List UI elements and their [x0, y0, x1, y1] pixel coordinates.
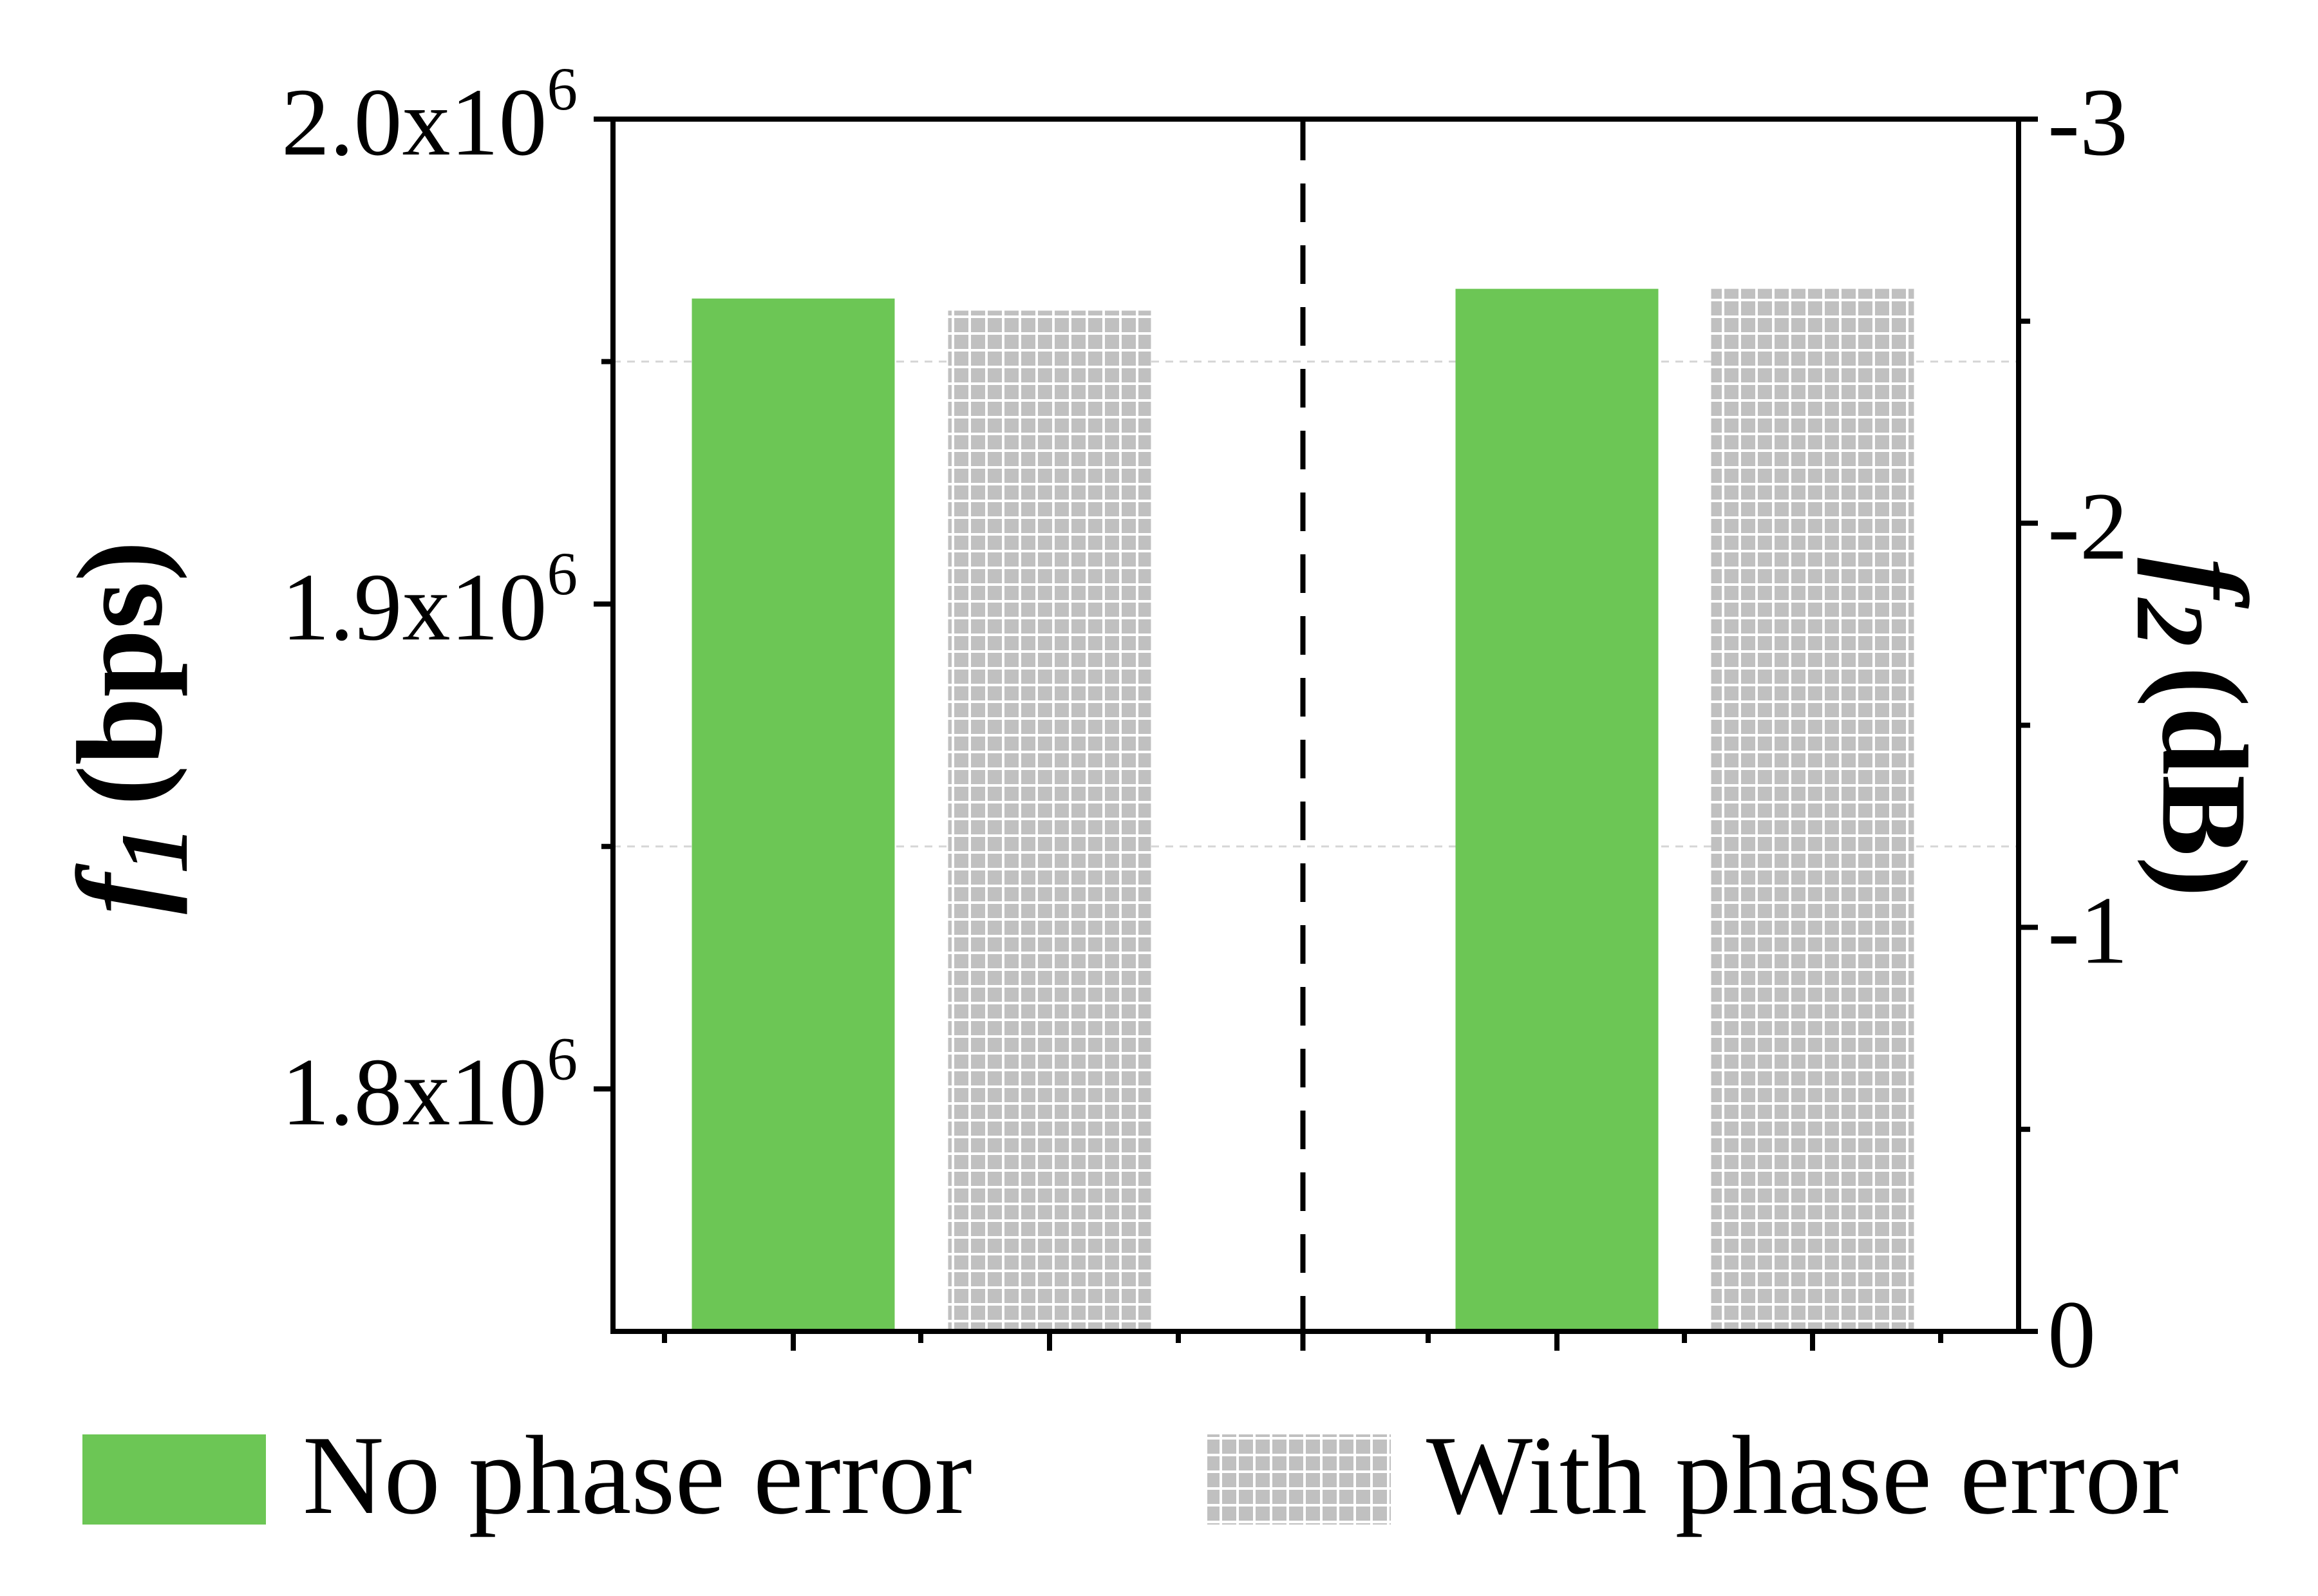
- legend-label-no-phase-error: No phase error: [303, 1413, 972, 1537]
- bar-group1-series1: [692, 298, 895, 1332]
- left-axis-ticks: 1.8x106 1.9x106 2.0x106: [281, 55, 613, 1145]
- legend-label-with-phase-error: With phase error: [1426, 1413, 2179, 1537]
- right-tick-label-1: -1: [2048, 877, 2128, 984]
- bar-group1-series2: [948, 310, 1151, 1331]
- legend-swatch-no-phase-error: [82, 1434, 266, 1525]
- right-axis-title-subscript: 2: [2116, 597, 2223, 647]
- right-tick-label-0: 0: [2048, 1281, 2096, 1388]
- right-axis-title: f2(dB): [2116, 558, 2272, 897]
- right-axis-ticks: 0 -1 -2 -3: [2019, 69, 2128, 1388]
- legend-swatch-with-phase-error: [1207, 1434, 1391, 1525]
- left-tick-label-1: 1.9x106: [281, 540, 578, 661]
- legend: No phase error With phase error: [82, 1413, 2179, 1537]
- bar-group2-series1: [1455, 288, 1659, 1331]
- bars: [692, 288, 1914, 1332]
- left-axis-title: f1(bps): [53, 541, 208, 914]
- left-tick-label-0: 1.8x106: [281, 1024, 578, 1145]
- bar-group2-series2: [1711, 288, 1914, 1331]
- right-axis-title-unit: (dB): [2136, 666, 2272, 897]
- left-tick-label-2: 2.0x106: [281, 55, 578, 176]
- right-tick-label-2: -2: [2048, 473, 2128, 580]
- right-tick-label-3: -3: [2048, 69, 2128, 176]
- bottom-axis-ticks: [662, 1331, 1943, 1351]
- left-axis-title-subscript: 1: [101, 825, 208, 874]
- left-axis-title-unit: (bps): [53, 541, 188, 806]
